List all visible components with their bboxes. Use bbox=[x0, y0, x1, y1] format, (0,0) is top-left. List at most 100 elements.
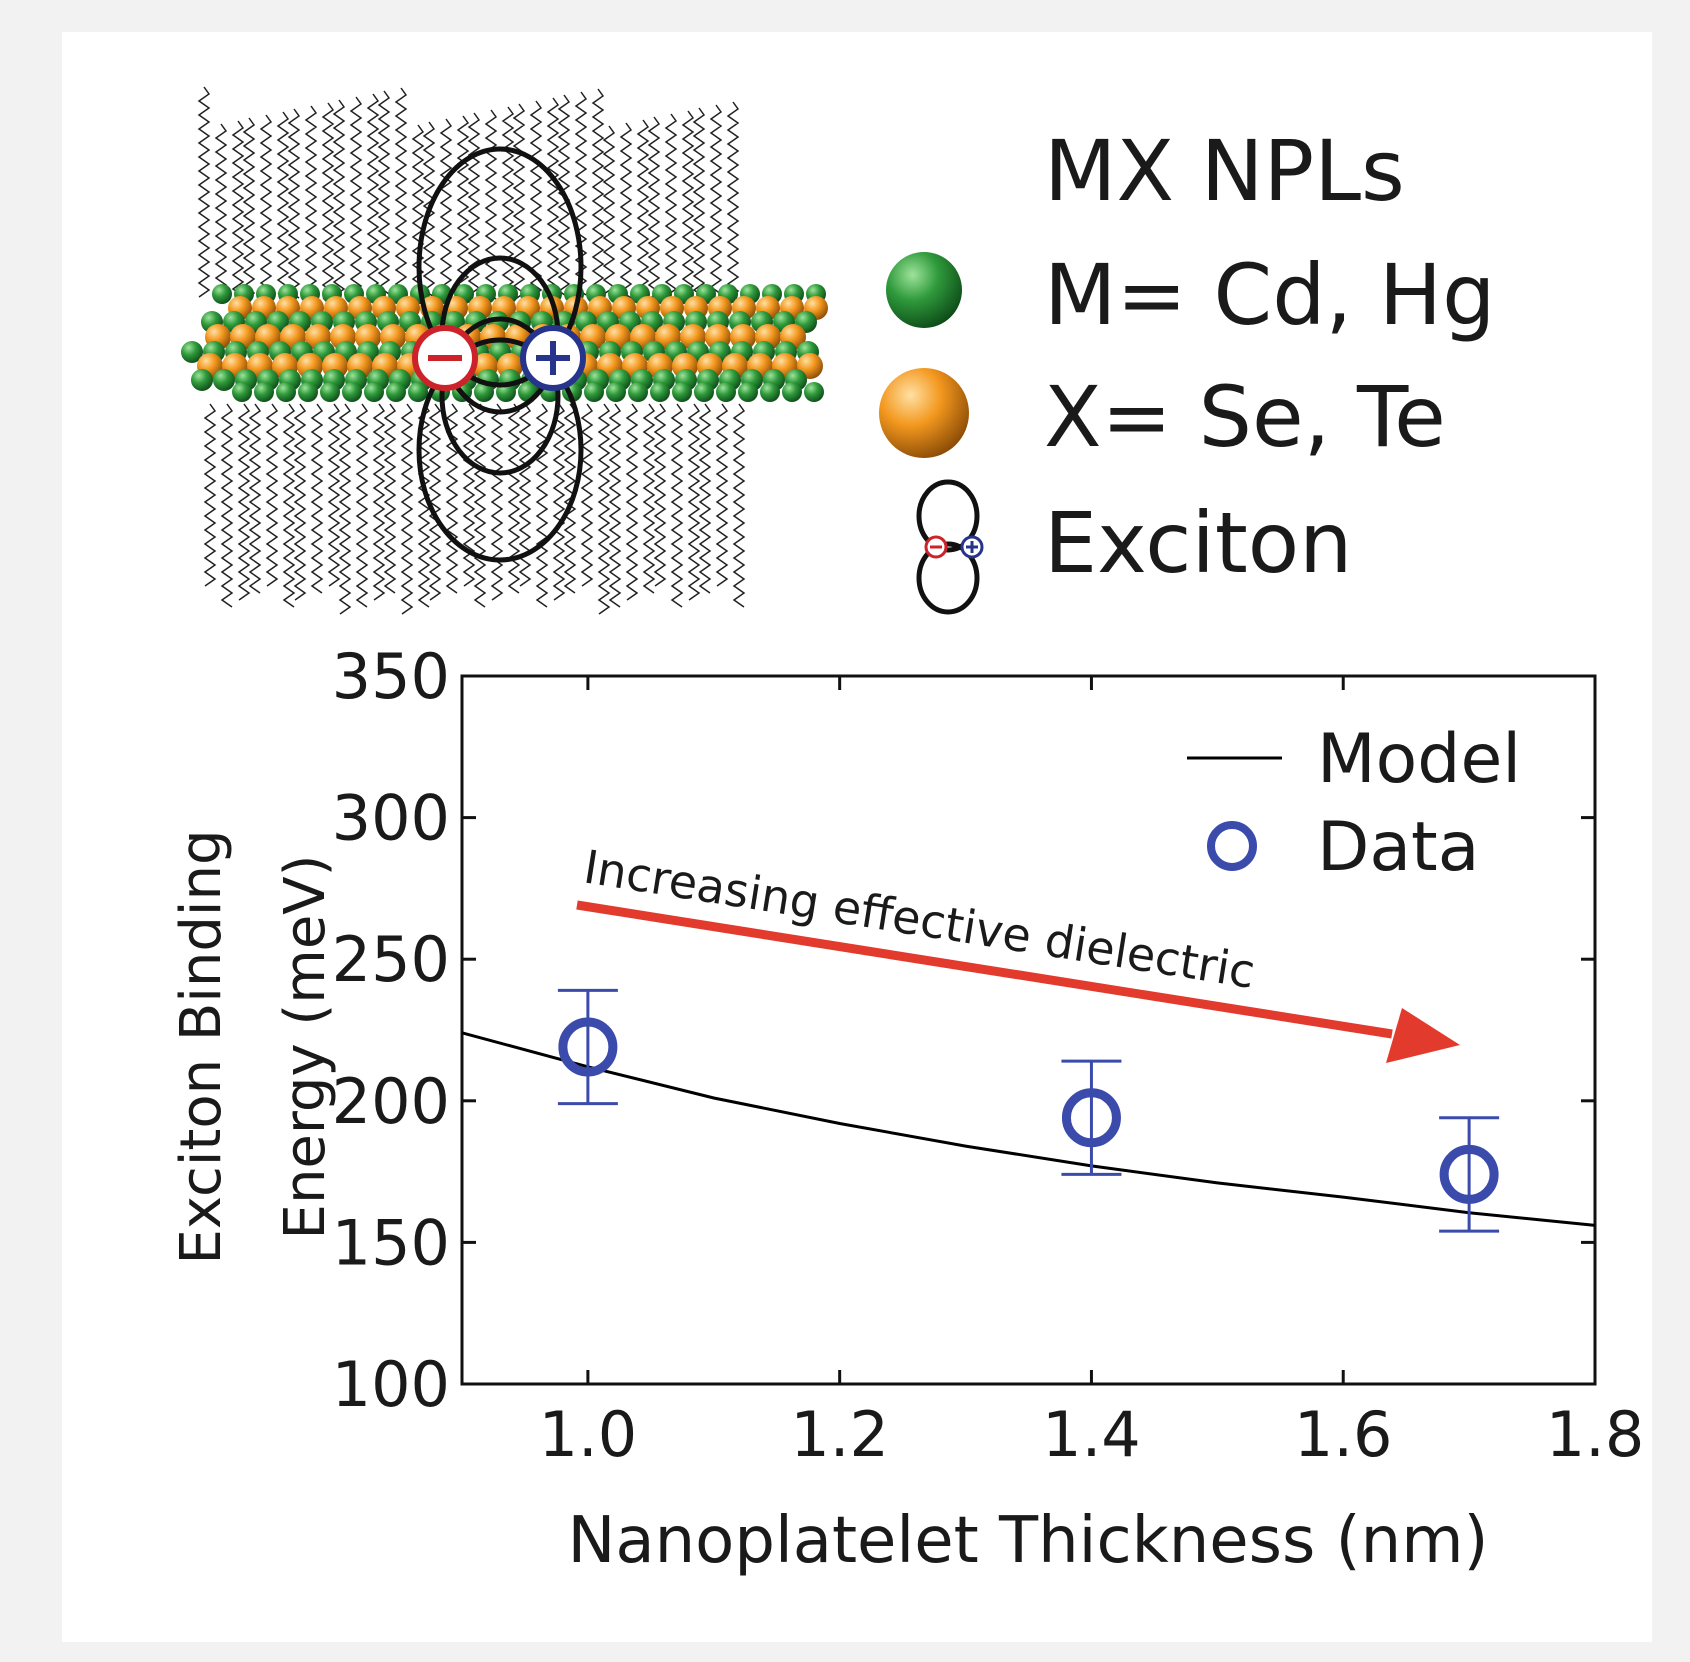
x-tick-labels: 1.0 1.2 1.4 1.6 1.8 bbox=[539, 1398, 1645, 1471]
metal-atom bbox=[320, 382, 340, 402]
metal-atom bbox=[232, 382, 252, 402]
ligand-chain bbox=[332, 99, 346, 297]
y-axis-label-line1: Exciton Binding bbox=[169, 829, 234, 1264]
binding-energy-chart: 100 150 200 250 300 350 1.0 1.2 1.4 1.6 1.8 Excit… bbox=[169, 640, 1644, 1578]
metal-atom bbox=[298, 382, 318, 402]
electron-icon bbox=[412, 325, 478, 391]
metal-atom bbox=[181, 341, 203, 363]
x-tick-label: 1.2 bbox=[790, 1398, 889, 1471]
ligand-chain bbox=[580, 403, 594, 587]
ligand-chain bbox=[242, 117, 256, 301]
ligand-chain bbox=[732, 403, 746, 608]
ligand-chain bbox=[653, 403, 667, 587]
ligand-chain bbox=[248, 403, 262, 594]
ligand-chain bbox=[507, 403, 521, 594]
ligand-chain bbox=[591, 88, 605, 300]
legend-data-label: Data bbox=[1317, 808, 1479, 887]
chalcogen-atom-icon bbox=[879, 368, 969, 458]
ligand-chain bbox=[546, 97, 560, 295]
exciton-legend-icon bbox=[916, 479, 984, 615]
ligand-chain bbox=[473, 403, 487, 608]
metal-atom-icon bbox=[886, 252, 962, 328]
metal-atom bbox=[650, 382, 670, 402]
metal-atom bbox=[804, 382, 824, 402]
metal-atom bbox=[716, 382, 736, 402]
metal-atom bbox=[276, 382, 296, 402]
ligand-chain bbox=[642, 403, 656, 594]
ligand-chain bbox=[327, 403, 341, 587]
legend-exciton-label: Exciton bbox=[1044, 494, 1352, 592]
ligand-chain bbox=[535, 403, 549, 608]
ligand-chain bbox=[552, 403, 566, 601]
ligand-chain bbox=[597, 403, 611, 615]
metal-atom bbox=[738, 382, 758, 402]
ligand-chain bbox=[608, 403, 622, 608]
ligand-chain bbox=[310, 403, 324, 594]
schematic-legend: MX NPLs M= Cd, Hg X= Se, Te Exciton bbox=[879, 122, 1495, 615]
x-tick-label: 1.4 bbox=[1042, 1398, 1141, 1471]
ligand-chain bbox=[220, 403, 234, 608]
ligand-chain bbox=[602, 125, 616, 295]
ligand-chain bbox=[276, 111, 290, 295]
ligand-chain bbox=[377, 90, 391, 295]
metal-atom bbox=[254, 382, 274, 402]
metal-atom bbox=[213, 369, 235, 391]
figure-svg: MX NPLs M= Cd, Hg X= Se, Te Exciton 100 1… bbox=[169, 86, 1644, 1578]
ligand-chain bbox=[647, 116, 661, 300]
y-axis-label-line2: Energy (meV) bbox=[273, 855, 338, 1240]
ligand-chain bbox=[321, 102, 335, 300]
ligand-chain bbox=[265, 403, 279, 587]
ligand-chain bbox=[282, 403, 296, 608]
data-marker bbox=[1439, 1144, 1499, 1204]
ligand-chain bbox=[501, 106, 515, 297]
metal-atom bbox=[386, 382, 406, 402]
ligand-chain bbox=[625, 403, 639, 601]
ligand-chain bbox=[664, 113, 678, 297]
y-tick-label: 200 bbox=[332, 1065, 450, 1138]
y-tick-label: 100 bbox=[332, 1348, 450, 1421]
data-marker bbox=[558, 1017, 618, 1077]
plot-frame bbox=[460, 674, 1597, 1386]
ligand-chain bbox=[681, 110, 695, 301]
ligand-chain bbox=[619, 122, 633, 299]
metal-atom bbox=[408, 382, 428, 402]
legend-metal-label: M= Cd, Hg bbox=[1044, 246, 1495, 344]
legend-data-swatch bbox=[1207, 821, 1257, 871]
ligand-chain bbox=[563, 403, 577, 594]
ligand-chain bbox=[484, 109, 498, 300]
ligand-chain bbox=[338, 403, 352, 615]
ligand-chain bbox=[355, 403, 369, 608]
metal-atom bbox=[606, 382, 626, 402]
y-tick-label: 150 bbox=[332, 1206, 450, 1279]
ligand-chain bbox=[394, 87, 408, 299]
ligand-chain bbox=[214, 123, 228, 300]
data-marker bbox=[1061, 1088, 1121, 1148]
metal-atom bbox=[212, 284, 232, 304]
y-tick-label: 300 bbox=[332, 782, 450, 855]
ligand-chain bbox=[490, 403, 504, 601]
nanoplatelet-schematic bbox=[181, 86, 828, 615]
metal-atom bbox=[672, 382, 692, 402]
metal-atom bbox=[760, 382, 780, 402]
ligand-chain bbox=[439, 118, 453, 295]
ligand-chain bbox=[692, 107, 706, 298]
metal-atom bbox=[474, 382, 494, 402]
ligand-chain bbox=[231, 120, 245, 297]
ligand-chain bbox=[293, 403, 307, 601]
data-point bbox=[1439, 1116, 1500, 1233]
ligand-chain bbox=[366, 93, 380, 298]
ligand-chain bbox=[197, 86, 211, 298]
ligand-chains bbox=[197, 86, 746, 615]
dielectric-arrow bbox=[576, 900, 1460, 1063]
ligand-chain bbox=[400, 403, 414, 615]
model-curve bbox=[461, 1031, 1596, 1227]
y-tick-label: 250 bbox=[332, 923, 450, 996]
hole-icon bbox=[520, 325, 586, 391]
data-point bbox=[557, 988, 618, 1106]
ligand-chain bbox=[574, 91, 588, 296]
ligand-chain bbox=[726, 101, 740, 299]
y-tick-label: 350 bbox=[332, 640, 450, 713]
ligand-chain bbox=[715, 403, 729, 587]
ligand-chain bbox=[709, 104, 723, 295]
ligand-chain bbox=[529, 100, 543, 298]
